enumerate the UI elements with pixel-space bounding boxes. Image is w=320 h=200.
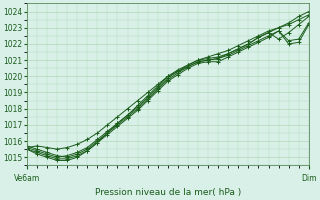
X-axis label: Pression niveau de la mer( hPa ): Pression niveau de la mer( hPa ) — [95, 188, 241, 197]
